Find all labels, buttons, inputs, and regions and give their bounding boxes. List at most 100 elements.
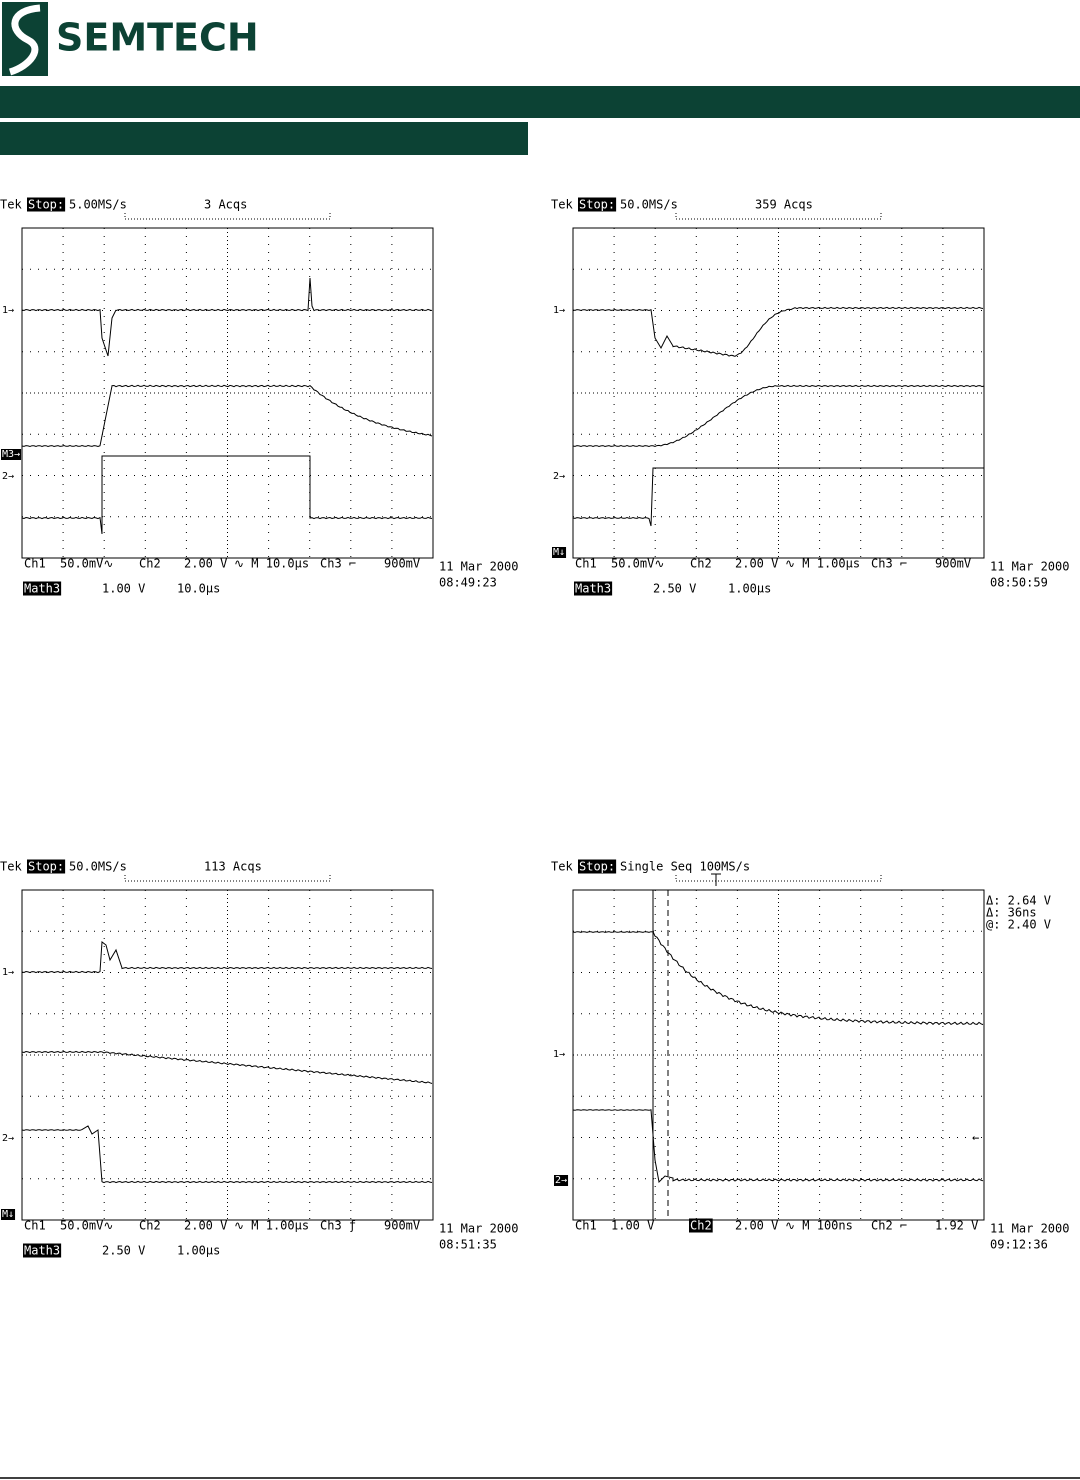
trace <box>21 384 433 448</box>
channel-marker: M↓ <box>2 1209 14 1220</box>
record-bracket <box>124 213 331 220</box>
record-bracket <box>124 875 331 882</box>
trace <box>572 931 984 1026</box>
setting: 1.92 V <box>935 1219 978 1233</box>
time: 08:51:35 <box>439 1238 497 1252</box>
channel-marker: 2→ <box>553 471 565 482</box>
state: Stop: <box>579 198 615 212</box>
channel-marker: 2→ <box>555 1175 567 1186</box>
channel-marker: 1→ <box>2 967 14 978</box>
setting: ∿ M 1.00µs <box>234 1219 309 1233</box>
trace <box>572 306 984 357</box>
setting: Ch2 <box>139 557 161 571</box>
setting: ∿ M 1.00µs <box>785 557 860 571</box>
math-setting: 1.00µs <box>177 1244 220 1258</box>
acqs: 359 Acqs <box>755 198 813 212</box>
math-setting: 1.00 V <box>102 582 145 596</box>
math-setting: Math3 <box>575 582 611 596</box>
logo-swoosh <box>8 4 41 76</box>
setting: Ch1 <box>24 557 46 571</box>
rate: Single Seq 100MS/s <box>620 860 750 874</box>
setting: 2.00 V <box>735 557 778 571</box>
channel-marker: M3→ <box>2 449 20 460</box>
trace <box>21 277 433 357</box>
trigger-pos <box>711 873 721 886</box>
brand: Tek <box>0 860 22 874</box>
setting: Ch2 ⌐ <box>871 1219 907 1233</box>
math-setting: 1.00µs <box>728 582 771 596</box>
highlight <box>578 197 617 212</box>
time: 08:49:23 <box>439 576 497 590</box>
highlight <box>574 581 613 596</box>
channel-marker: 1→ <box>553 305 565 316</box>
rate: 50.0MS/s <box>69 860 127 874</box>
record-bracket <box>675 213 882 220</box>
date: 11 Mar 2000 <box>990 1222 1069 1236</box>
highlight <box>23 581 62 596</box>
channel-marker: 2→ <box>2 471 14 482</box>
cursor-readout: Δ: 36ns <box>986 906 1037 920</box>
channel-marker: M↓ <box>553 547 565 558</box>
highlight <box>689 1218 713 1233</box>
acqs: 113 Acqs <box>204 860 262 874</box>
cursor-readout: @: 2.40 V <box>986 918 1051 932</box>
trace <box>21 941 433 974</box>
math-setting: Math3 <box>24 582 60 596</box>
date: 11 Mar 2000 <box>439 1222 518 1236</box>
state: Stop: <box>28 198 64 212</box>
record-bracket <box>675 875 882 882</box>
cursor-readout: Δ: 2.64 V <box>986 894 1051 908</box>
highlight <box>554 1175 569 1186</box>
highlight <box>1 449 22 460</box>
trace <box>572 467 984 527</box>
acqs: 3 Acqs <box>204 198 247 212</box>
setting: 2.00 V <box>735 1219 778 1233</box>
logo-text: SEMTECH <box>56 16 259 60</box>
math-setting: 2.50 V <box>102 1244 145 1258</box>
setting: Ch2 <box>690 1219 712 1233</box>
state: Stop: <box>28 860 64 874</box>
brand: Tek <box>551 198 573 212</box>
setting: Ch1 <box>575 557 597 571</box>
date: 11 Mar 2000 <box>990 560 1069 574</box>
setting: Ch2 <box>690 557 712 571</box>
setting: 2.00 V <box>184 1219 227 1233</box>
setting: ∿ M 10.0µs <box>234 557 309 571</box>
state: Stop: <box>579 860 615 874</box>
highlight <box>27 197 66 212</box>
setting: 1.00 V <box>611 1219 654 1233</box>
trace <box>572 384 985 448</box>
setting: Ch3 ƒ <box>320 1219 356 1233</box>
channel-marker: 2→ <box>2 1133 14 1144</box>
brand: Tek <box>0 198 22 212</box>
math-setting: 2.50 V <box>653 582 696 596</box>
highlight <box>1 1209 16 1220</box>
trace <box>21 1050 433 1084</box>
edge-arrow: ← <box>972 1131 979 1145</box>
channel-marker: 1→ <box>2 305 14 316</box>
setting: 50.0mV∿ <box>60 1219 113 1233</box>
channel-marker: 1→ <box>553 1049 565 1060</box>
setting: Ch1 <box>24 1219 46 1233</box>
setting: 2.00 V <box>184 557 227 571</box>
setting: ∿ M 100ns <box>785 1219 853 1233</box>
rate: 5.00MS/s <box>69 198 127 212</box>
math-setting: 10.0µs <box>177 582 220 596</box>
math-setting: Math3 <box>24 1244 60 1258</box>
trace <box>572 1109 984 1184</box>
time: 08:50:59 <box>990 576 1048 590</box>
date: 11 Mar 2000 <box>439 560 518 574</box>
rate: 50.0MS/s <box>620 198 678 212</box>
setting: 50.0mV∿ <box>611 557 664 571</box>
setting: Ch3 ⌐ <box>320 557 356 571</box>
setting: Ch3 ⌐ <box>871 557 907 571</box>
highlight <box>23 1243 62 1258</box>
setting: 900mV <box>384 557 420 571</box>
setting: Ch1 <box>575 1219 597 1233</box>
setting: 900mV <box>384 1219 420 1233</box>
setting: 50.0mV∿ <box>60 557 113 571</box>
trace <box>21 455 433 535</box>
brand: Tek <box>551 860 573 874</box>
highlight <box>552 547 567 558</box>
